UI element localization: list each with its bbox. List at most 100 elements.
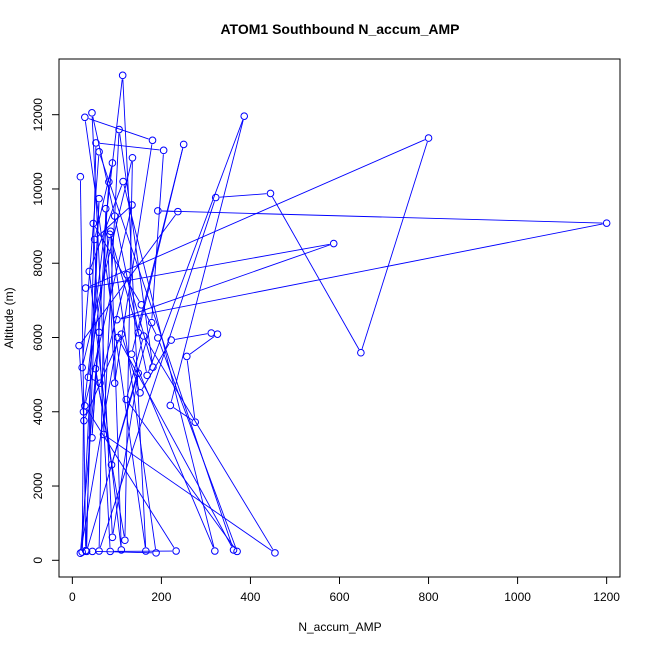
series-line-segment xyxy=(87,376,138,548)
data-point xyxy=(78,548,86,556)
data-point xyxy=(107,461,116,469)
data-point xyxy=(81,113,89,122)
data-point xyxy=(88,433,96,442)
data-point xyxy=(159,146,168,155)
data-point xyxy=(229,546,238,554)
data-point xyxy=(84,373,93,382)
series-line-segment xyxy=(158,341,237,548)
data-point xyxy=(106,547,115,556)
series-line-segment xyxy=(85,337,121,418)
series-line-segment xyxy=(186,360,196,419)
x-axis: 0 200 400 600 800 1000 1200 xyxy=(69,576,620,604)
data-point xyxy=(213,330,222,338)
series-line-segment xyxy=(82,155,100,364)
data-point xyxy=(118,71,127,80)
data-point xyxy=(76,172,85,181)
data-point xyxy=(191,418,200,426)
data-point xyxy=(147,318,156,327)
data-point xyxy=(81,402,89,410)
y-tick-label: 6000 xyxy=(31,324,45,351)
data-point xyxy=(179,140,188,149)
data-point xyxy=(139,332,148,340)
x-axis-label: N_accum_AMP xyxy=(298,620,381,634)
series-line-segment xyxy=(88,238,110,374)
x-tick-label: 1000 xyxy=(504,590,531,604)
data-point xyxy=(101,204,110,213)
data-point xyxy=(149,363,157,372)
data-point xyxy=(154,207,162,215)
data-point xyxy=(266,189,275,198)
series-line-segment xyxy=(189,336,215,355)
series-line-segment xyxy=(170,119,244,402)
data-point xyxy=(152,549,160,557)
series-line-segment xyxy=(110,235,122,546)
series-line-segment xyxy=(106,436,272,551)
data-point xyxy=(88,547,97,556)
series-line-segment xyxy=(120,223,603,320)
data-point xyxy=(108,533,117,542)
y-tick-label: 0 xyxy=(31,557,45,564)
series-line-segment xyxy=(124,161,133,537)
series-line-segment xyxy=(93,227,111,548)
data-point xyxy=(240,112,249,120)
series-line-segment xyxy=(175,333,208,340)
series-line-segment xyxy=(112,326,151,462)
data-point xyxy=(357,348,365,357)
series-line-segment xyxy=(145,339,274,550)
x-tick-label: 600 xyxy=(329,590,349,604)
x-tick-label: 1200 xyxy=(593,590,620,604)
series-line-segment xyxy=(91,116,113,534)
data-point xyxy=(99,430,108,439)
data-point xyxy=(95,547,103,555)
data-point xyxy=(172,547,180,555)
series-line-segment xyxy=(219,193,267,198)
series-line-segment xyxy=(103,133,120,431)
data-point xyxy=(88,109,96,117)
data-point xyxy=(106,227,115,236)
series-line-segment xyxy=(272,196,360,350)
data-point xyxy=(134,328,143,337)
series-line-segment xyxy=(151,154,164,319)
data-point xyxy=(211,193,220,202)
series-line-segment xyxy=(110,237,138,329)
series-line-segment xyxy=(78,349,85,417)
x-tick-label: 0 xyxy=(69,590,76,604)
data-point xyxy=(134,369,143,377)
data-point xyxy=(148,136,157,145)
data-point xyxy=(117,546,126,554)
data-point xyxy=(143,371,151,380)
data-point xyxy=(78,363,86,372)
data-point xyxy=(91,364,100,373)
data-point xyxy=(207,329,216,337)
data-point xyxy=(113,333,122,342)
series-line-segment xyxy=(82,161,132,364)
series-line-segment xyxy=(112,377,139,534)
data-point xyxy=(174,207,182,216)
series-line-segment xyxy=(89,139,426,287)
data-point xyxy=(424,134,433,142)
x-tick-label: 200 xyxy=(151,590,171,604)
data-point xyxy=(137,301,146,309)
data-point xyxy=(142,547,150,555)
series-line-segment xyxy=(132,357,214,548)
data-point xyxy=(182,352,191,361)
series-line-segment xyxy=(91,378,97,382)
data-point xyxy=(110,379,119,387)
series-line-segment xyxy=(86,408,175,548)
series-line-segment xyxy=(126,339,143,396)
data-point xyxy=(136,389,144,397)
y-tick-label: 4000 xyxy=(31,398,45,425)
series-line-segment xyxy=(128,402,236,549)
data-point xyxy=(233,547,241,556)
data-point xyxy=(80,416,88,425)
data-point xyxy=(127,350,136,359)
data-point xyxy=(108,159,117,167)
data-point xyxy=(128,201,136,209)
series-line-segment xyxy=(83,79,123,408)
data-point xyxy=(128,153,137,162)
series-line-segment xyxy=(99,155,233,547)
series-line-segment xyxy=(88,118,149,140)
data-point xyxy=(76,549,85,558)
data-point xyxy=(602,219,611,227)
data-point xyxy=(119,177,127,186)
